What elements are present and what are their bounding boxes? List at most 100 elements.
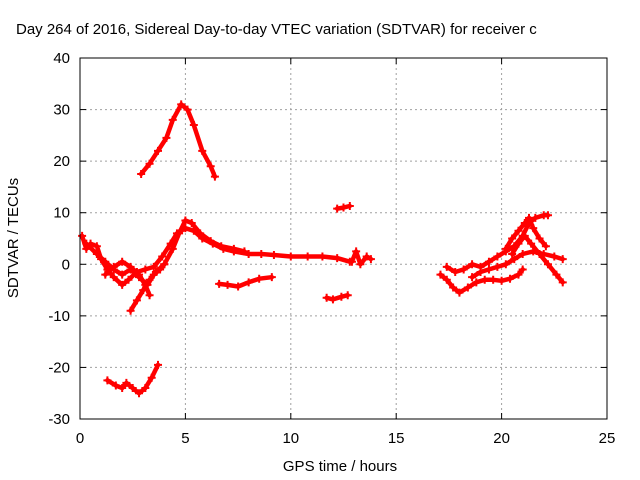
- data-point-marker: [525, 213, 534, 222]
- data-point-marker: [128, 384, 137, 393]
- data-point-marker: [189, 121, 198, 130]
- y-tick-label: 10: [53, 205, 70, 222]
- data-point-marker: [101, 270, 110, 279]
- data-point-marker: [158, 252, 167, 261]
- data-point-marker: [451, 268, 460, 277]
- data-point-marker: [118, 280, 127, 289]
- x-tick-label: 20: [493, 430, 510, 447]
- series-arc-15: [501, 213, 550, 253]
- series-arc-5: [126, 216, 249, 315]
- y-tick-label: 20: [53, 153, 70, 170]
- data-point-marker: [484, 265, 493, 274]
- data-point-marker: [151, 268, 160, 277]
- data-point-marker: [339, 203, 348, 212]
- series-line: [503, 215, 549, 252]
- data-point-marker: [356, 260, 365, 269]
- data-point-marker: [543, 211, 552, 220]
- data-point-marker: [244, 278, 253, 287]
- data-point-marker: [514, 239, 523, 248]
- data-point-marker: [520, 231, 529, 240]
- x-tick-label: 25: [599, 430, 616, 447]
- data-point-marker: [506, 274, 515, 283]
- data-point-marker: [78, 231, 87, 240]
- data-point-marker: [333, 204, 342, 213]
- data-point-marker: [463, 283, 472, 292]
- data-point-marker: [168, 244, 177, 253]
- data-point-marker: [535, 234, 544, 243]
- series-layer: [78, 100, 567, 398]
- data-point-marker: [92, 242, 101, 251]
- data-point-marker: [318, 252, 327, 261]
- x-tick-label: 5: [181, 430, 189, 447]
- data-point-marker: [122, 378, 131, 387]
- data-point-marker: [160, 260, 169, 269]
- data-point-marker: [255, 274, 264, 283]
- data-point-marker: [352, 247, 361, 256]
- series-arc-7: [215, 273, 276, 291]
- data-point-marker: [328, 295, 337, 304]
- x-axis-label: GPS time / hours: [283, 458, 397, 475]
- data-point-marker: [550, 252, 559, 261]
- data-point-marker: [520, 219, 529, 228]
- y-axis-label: SDTVAR / TECUs: [5, 178, 22, 298]
- y-tick-label: -20: [48, 359, 70, 376]
- data-point-marker: [484, 257, 493, 266]
- data-point-marker: [135, 270, 144, 279]
- data-point-marker: [501, 244, 510, 253]
- data-point-marker: [206, 237, 215, 246]
- data-point-marker: [489, 275, 498, 284]
- data-point-marker: [558, 278, 567, 287]
- data-point-marker: [162, 133, 171, 142]
- ticks: [79, 57, 608, 420]
- data-point-marker: [217, 242, 226, 251]
- data-point-marker: [510, 255, 519, 264]
- data-point-marker: [286, 252, 295, 261]
- data-point-marker: [139, 286, 148, 295]
- data-point-marker: [234, 282, 243, 291]
- data-point-marker: [333, 254, 342, 263]
- series-arc-1: [137, 100, 219, 181]
- data-point-marker: [145, 275, 154, 284]
- x-tick-label: 0: [76, 430, 84, 447]
- data-point-marker: [215, 279, 224, 288]
- series-arc-9: [333, 202, 354, 213]
- data-point-marker: [124, 275, 133, 284]
- data-point-marker: [436, 270, 445, 279]
- data-point-marker: [442, 275, 451, 284]
- data-point-marker: [558, 255, 567, 264]
- data-point-marker: [147, 373, 156, 382]
- data-point-marker: [541, 242, 550, 251]
- data-point-marker: [343, 291, 352, 300]
- data-point-marker: [459, 265, 468, 274]
- data-point-marker: [103, 376, 112, 385]
- y-tick-label: 30: [53, 102, 70, 119]
- data-point-marker: [455, 288, 464, 297]
- data-point-marker: [497, 276, 506, 285]
- data-point-marker: [493, 252, 502, 261]
- data-point-marker: [493, 262, 502, 271]
- data-point-marker: [118, 384, 127, 393]
- data-point-marker: [244, 249, 253, 258]
- data-point-marker: [206, 162, 215, 171]
- plot-frame: [79, 57, 608, 420]
- data-point-marker: [508, 249, 517, 258]
- data-point-marker: [303, 252, 312, 261]
- data-point-marker: [118, 270, 127, 279]
- series-arc-12: [442, 211, 552, 277]
- data-point-marker: [322, 293, 331, 302]
- data-point-marker: [514, 270, 523, 279]
- data-point-marker: [508, 234, 517, 243]
- data-point-marker: [153, 360, 162, 369]
- data-point-marker: [229, 244, 238, 253]
- data-point-marker: [210, 172, 219, 181]
- data-point-marker: [145, 291, 154, 300]
- data-point-marker: [149, 262, 158, 271]
- series-arc-10: [347, 247, 375, 269]
- data-point-marker: [501, 260, 510, 269]
- data-point-marker: [101, 257, 110, 266]
- x-tick-label: 10: [282, 430, 299, 447]
- y-tick-label: -30: [48, 411, 70, 428]
- data-point-marker: [514, 226, 523, 235]
- data-point-marker: [267, 273, 276, 282]
